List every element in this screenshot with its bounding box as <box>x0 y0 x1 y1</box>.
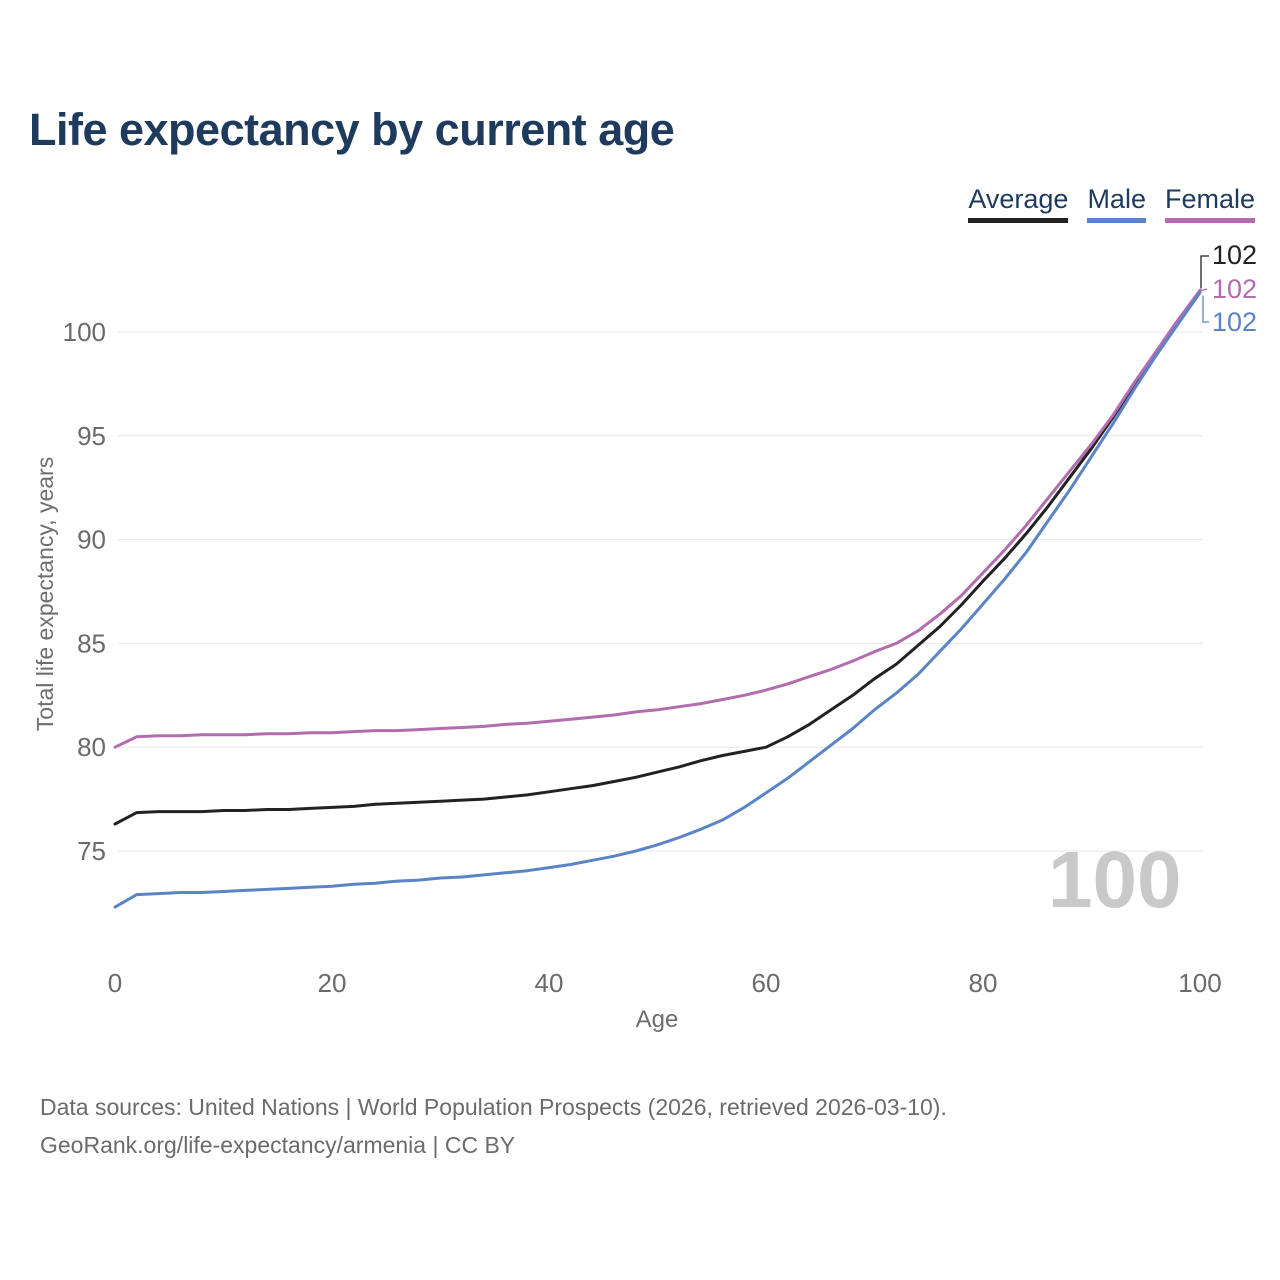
x-tick-label: 20 <box>318 968 347 998</box>
legend-label-male: Male <box>1087 184 1146 214</box>
page-title: Life expectancy by current age <box>29 104 675 155</box>
x-axis-title: Age <box>635 1006 679 1033</box>
end-label-male: 102 <box>1212 307 1257 337</box>
y-tick-label: 80 <box>77 732 106 762</box>
age-counter-watermark: 100 <box>1048 835 1182 924</box>
footer-sources-line: Data sources: United Nations | World Pop… <box>40 1094 947 1120</box>
y-tick-label: 90 <box>77 525 106 555</box>
series-line-male <box>113 291 1202 909</box>
end-label-leader-female <box>1200 288 1208 292</box>
y-tick-label: 95 <box>77 421 106 451</box>
footer-attribution-line: GeoRank.org/life-expectancy/armenia | CC… <box>40 1132 516 1158</box>
legend-item-male[interactable]: Male <box>1087 184 1146 223</box>
footer: Data sources: United Nations | World Pop… <box>40 1088 947 1164</box>
y-tick-label: 75 <box>77 836 106 866</box>
x-tick-label: 100 <box>1178 968 1221 998</box>
legend-item-average[interactable]: Average <box>968 184 1069 223</box>
y-tick-label: 85 <box>77 628 106 658</box>
legend-label-female: Female <box>1164 184 1255 214</box>
x-tick-label: 80 <box>969 968 998 998</box>
end-label-female: 102 <box>1212 274 1257 304</box>
series-line-female <box>113 289 1202 749</box>
legend-label-average: Average <box>968 184 1069 214</box>
end-label-average: 102 <box>1212 240 1257 270</box>
series-line-average <box>113 289 1202 826</box>
legend: Average Male Female <box>968 184 1255 223</box>
x-tick-label: 0 <box>108 968 122 998</box>
end-label-leader-average <box>1200 255 1209 289</box>
y-axis-title: Total life expectancy, years <box>32 456 58 732</box>
legend-item-female[interactable]: Female <box>1164 184 1255 223</box>
y-tick-label: 100 <box>63 317 106 347</box>
x-tick-label: 60 <box>752 968 781 998</box>
x-tick-label: 40 <box>535 968 564 998</box>
end-label-leader-male <box>1202 295 1209 323</box>
